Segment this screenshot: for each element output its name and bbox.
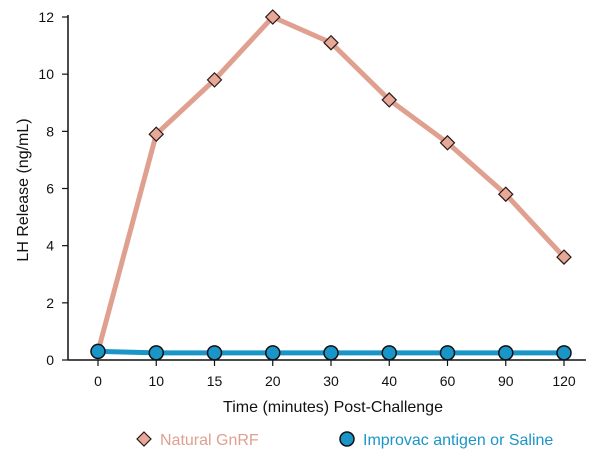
legend: Natural GnRF Improvac antigen or Saline: [136, 431, 553, 449]
data-point: [265, 345, 281, 361]
x-tick-label: 20: [265, 373, 281, 389]
x-tick-label: 15: [207, 373, 223, 389]
legend-marker: [136, 431, 152, 447]
data-point: [323, 345, 339, 361]
data-point: [206, 72, 223, 88]
x-tick-label: 30: [323, 373, 339, 389]
x-tick-label: 10: [148, 373, 164, 389]
y-ticks: 0 2 4 6 8 10 12: [38, 9, 68, 368]
y-tick-label: 10: [38, 66, 54, 82]
data-point: [439, 134, 456, 151]
data-point: [90, 343, 106, 360]
y-tick-label: 12: [38, 9, 54, 25]
data-point: [381, 92, 398, 108]
series-layer: [90, 9, 572, 361]
x-ticks: 0 10 15 20 30 40 60 90 120: [94, 360, 576, 389]
x-axis-title: Time (minutes) Post-Challenge: [223, 399, 443, 416]
data-point: [206, 345, 223, 361]
y-tick-label: 6: [46, 181, 54, 197]
x-tick-label: 120: [552, 373, 576, 389]
y-tick-label: 0: [46, 352, 54, 368]
series-line: [95, 14, 567, 354]
legend-label: Improvac antigen or Saline: [363, 432, 553, 449]
y-tick-label: 2: [46, 295, 54, 311]
legend-item: Improvac antigen or Saline: [339, 431, 553, 449]
y-tick-label: 8: [46, 123, 54, 139]
x-tick-label: 60: [440, 373, 456, 389]
data-point: [148, 345, 164, 361]
legend-label: Natural GnRF: [160, 432, 259, 449]
data-point: [264, 9, 281, 25]
series-2: [90, 343, 572, 361]
y-tick-label: 4: [46, 238, 54, 254]
x-tick-label: 90: [498, 373, 514, 389]
data-point: [323, 34, 339, 51]
axes: [67, 15, 586, 361]
data-point: [497, 186, 514, 203]
data-point: [498, 345, 514, 361]
data-point: [381, 345, 397, 361]
data-point: [148, 126, 165, 143]
x-tick-label: 0: [94, 373, 102, 389]
data-point: [556, 345, 572, 361]
legend-marker: [339, 431, 355, 447]
data-point: [556, 249, 572, 265]
y-axis-title: LH Release (ng/mL): [15, 118, 32, 261]
x-tick-label: 40: [381, 373, 397, 389]
data-point: [439, 345, 456, 361]
legend-item: Natural GnRF: [136, 431, 259, 449]
series-1: [90, 9, 572, 360]
